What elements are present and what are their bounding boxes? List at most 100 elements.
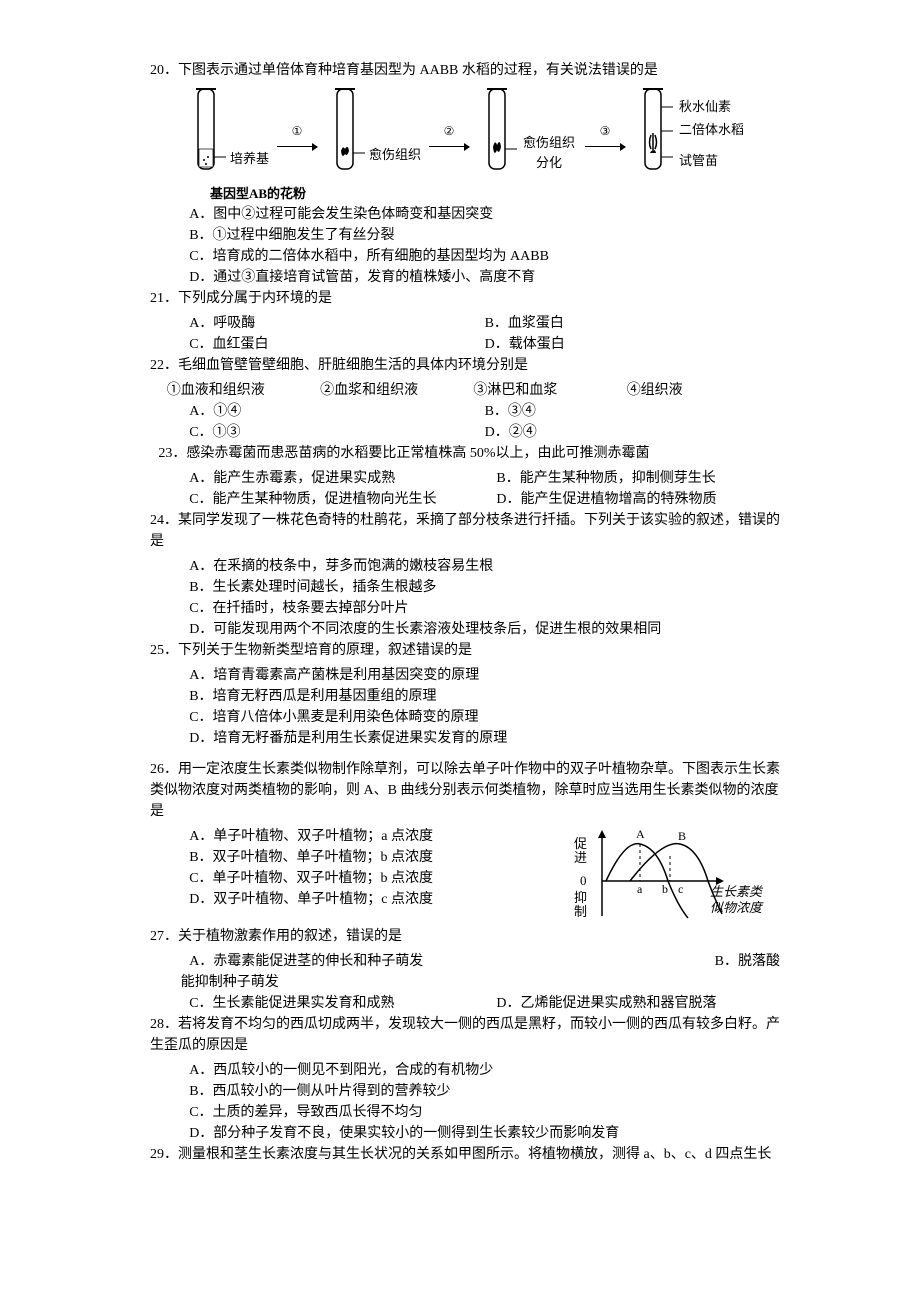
svg-text:制: 制 [574, 904, 587, 919]
curve-A-label: A [636, 827, 645, 841]
q22-C[interactable]: C．①③ [189, 422, 484, 443]
q20: 20．下图表示通过单倍体育种培育基因型为 AABB 水稻的过程，有关说法错误的是 [150, 60, 780, 81]
q23-B[interactable]: B．能产生某种物质，抑制侧芽生长 [496, 468, 780, 489]
q27-opts: A．赤霉素能促进茎的伸长和种子萌发 B．脱落酸 能抑制种子萌发 C．生长素能促进… [150, 951, 780, 1014]
q29-num: 29． [150, 1147, 178, 1162]
q22-num: 22． [150, 358, 178, 373]
arrow2-label: ② [444, 122, 455, 140]
q28: 28．若将发育不均匀的西瓜切成两半，发现较大一侧的西瓜是黑籽，而较小一侧的西瓜有… [150, 1014, 780, 1056]
arrow-3: ③ [585, 122, 625, 147]
q22-item2: ②血浆和组织液 [320, 380, 473, 401]
ylab-top: 促 [574, 836, 587, 851]
q26-chart-svg: 促 进 0 抑 制 A B a b c 生长素类 似物浓度 [570, 826, 780, 926]
arrow3-label: ③ [600, 122, 611, 140]
tube-icon [325, 87, 365, 182]
q28-A[interactable]: A．西瓜较小的一侧见不到阳光，合成的有机物少 [189, 1060, 780, 1081]
q28-num: 28． [150, 1017, 178, 1032]
xlab1: 生长素类 [710, 884, 764, 899]
q23-num: 23． [158, 446, 186, 461]
q23-D[interactable]: D．能产生促进植物增高的特殊物质 [496, 489, 780, 510]
label-qss: 秋水仙素 [679, 99, 744, 116]
label-diploid: 二倍体水稻 [679, 122, 744, 139]
q25-B[interactable]: B．培育无籽西瓜是利用基因重组的原理 [189, 686, 780, 707]
q28-C[interactable]: C．土质的差异，导致西瓜长得不均匀 [189, 1102, 780, 1123]
q23-opts: A．能产生赤霉素，促进果实成熟 B．能产生某种物质，抑制侧芽生长 C．能产生某种… [150, 468, 780, 510]
tube-1 [186, 87, 226, 182]
q26: 26．用一定浓度生长素类似物制作除草剂，可以除去单子叶作物中的双子叶植物杂草。下… [150, 759, 780, 822]
q27-text: 关于植物激素作用的叙述，错误的是 [178, 929, 402, 944]
q20-D[interactable]: D．通过③直接培育试管苗，发育的植株矮小、高度不育 [189, 267, 780, 288]
q21-opts: A．呼吸酶 B．血浆蛋白 C．血红蛋白 D．载体蛋白 [150, 313, 780, 355]
q22-item1: ①血液和组织液 [167, 380, 320, 401]
q20-opts: A．图中②过程可能会发生染色体畸变和基因突变 B．①过程中细胞发生了有丝分裂 C… [150, 204, 780, 288]
q24-B[interactable]: B．生长素处理时间越长，插条生根越多 [189, 577, 780, 598]
q27-A[interactable]: A．赤霉素能促进茎的伸长和种子萌发 [150, 951, 715, 972]
tube4-label: 试管苗 [679, 153, 744, 170]
svg-text:进: 进 [574, 850, 587, 865]
q27-C[interactable]: C．生长素能促进果实发育和成熟 [189, 993, 496, 1014]
q21: 21．下列成分属于内环境的是 [150, 288, 780, 309]
q21-C[interactable]: C．血红蛋白 [189, 334, 484, 355]
q25-A[interactable]: A．培育青霉素高产菌株是利用基因突变的原理 [189, 665, 780, 686]
q21-B[interactable]: B．血浆蛋白 [485, 313, 780, 334]
q25-opts: A．培育青霉素高产菌株是利用基因突变的原理 B．培育无籽西瓜是利用基因重组的原理… [150, 665, 780, 749]
q23-C[interactable]: C．能产生某种物质，促进植物向光生长 [189, 489, 496, 510]
q20-C[interactable]: C．培育成的二倍体水稻中，所有细胞的基因型均为 AABB [189, 246, 780, 267]
q26-opts: A．单子叶植物、双子叶植物；a 点浓度 B．双子叶植物、单子叶植物；b 点浓度 … [150, 826, 570, 926]
q21-A[interactable]: A．呼吸酶 [189, 313, 484, 334]
tube-icon [186, 87, 226, 182]
q25-D[interactable]: D．培育无籽番茄是利用生长素促进果实发育的原理 [189, 728, 780, 749]
q22: 22．毛细血管壁管壁细胞、肝脏细胞生活的具体内环境分别是 [150, 355, 780, 376]
q24-C[interactable]: C．在扦插时，枝条要去掉部分叶片 [189, 598, 780, 619]
q27-D[interactable]: D．乙烯能促进果实成熟和器官脱落 [496, 993, 780, 1014]
tube-2 [325, 87, 365, 182]
q24-D[interactable]: D．可能发现用两个不同浓度的生长素溶液处理枝条后，促进生根的效果相同 [189, 619, 780, 640]
q27-Bsub[interactable]: 能抑制种子萌发 [150, 972, 780, 993]
ylab-bot: 抑 [574, 890, 587, 905]
tick-b: b [662, 882, 668, 896]
arrow-2: ② [429, 122, 469, 147]
q21-text: 下列成分属于内环境的是 [178, 291, 332, 306]
q26-C[interactable]: C．单子叶植物、双子叶植物；b 点浓度 [189, 868, 570, 889]
tick-a: a [637, 882, 643, 896]
q25: 25．下列关于生物新类型培育的原理，叙述错误的是 [150, 640, 780, 661]
tube-icon [633, 87, 673, 182]
q28-B[interactable]: B．西瓜较小的一侧从叶片得到的营养较少 [189, 1081, 780, 1102]
tube3-label: 愈伤组织分化 [521, 133, 577, 172]
q22-B[interactable]: B．③④ [485, 401, 780, 422]
q25-text: 下列关于生物新类型培育的原理，叙述错误的是 [178, 643, 472, 658]
tube-icon [477, 87, 517, 182]
q28-D[interactable]: D．部分种子发育不良，使果实较小的一侧得到生长素较少而影响发育 [189, 1123, 780, 1144]
tube1-label: 培养基 [230, 149, 269, 169]
q24-text: 某同学发现了一株花色奇特的杜鹃花，釆摘了部分枝条进行扦插。下列关于该实验的叙述，… [150, 513, 780, 549]
q26-chart: 促 进 0 抑 制 A B a b c 生长素类 似物浓度 [570, 826, 780, 926]
q24-num: 24． [150, 513, 178, 528]
q20-B[interactable]: B．①过程中细胞发生了有丝分裂 [189, 225, 780, 246]
q22-items: ①血液和组织液 ②血浆和组织液 ③淋巴和血浆 ④组织液 [150, 380, 780, 401]
q26-B[interactable]: B．双子叶植物、单子叶植物；b 点浓度 [189, 847, 570, 868]
q26-D[interactable]: D．双子叶植物、单子叶植物；c 点浓度 [189, 889, 570, 910]
ylab-zero: 0 [580, 873, 587, 888]
q25-num: 25． [150, 643, 178, 658]
q25-C[interactable]: C．培育八倍体小黑麦是利用染色体畸变的原理 [189, 707, 780, 728]
tick-c: c [678, 882, 683, 896]
q26-text: 用一定浓度生长素类似物制作除草剂，可以除去单子叶作物中的双子叶植物杂草。下图表示… [150, 762, 780, 819]
q22-A[interactable]: A．①④ [189, 401, 484, 422]
q20-diagram: 培养基 ① 愈伤组织 ② 愈伤组织分化 ③ [150, 87, 780, 182]
q22-D[interactable]: D．②④ [485, 422, 780, 443]
q27-num: 27． [150, 929, 178, 944]
q24-A[interactable]: A．在釆摘的枝条中，芽多而饱满的嫩枝容易生根 [189, 556, 780, 577]
q23-A[interactable]: A．能产生赤霉素，促进果实成熟 [189, 468, 496, 489]
q28-opts: A．西瓜较小的一侧见不到阳光，合成的有机物少 B．西瓜较小的一侧从叶片得到的营养… [150, 1060, 780, 1144]
q26-A[interactable]: A．单子叶植物、双子叶植物；a 点浓度 [189, 826, 570, 847]
q20-text: 下图表示通过单倍体育种培育基因型为 AABB 水稻的过程，有关说法错误的是 [178, 63, 658, 78]
q29-text: 测量根和茎生长素浓度与其生长状况的关系如甲图所示。将植物横放，测得 a、b、c、… [178, 1147, 771, 1162]
q20-A[interactable]: A．图中②过程可能会发生染色体畸变和基因突变 [189, 204, 780, 225]
tube-3 [477, 87, 517, 182]
q23: 23．感染赤霉菌而患恶苗病的水稻要比正常植株高 50%以上，由此可推测赤霉菌 [150, 443, 780, 464]
tube2-label: 愈伤组织 [369, 145, 421, 165]
q22-opts: A．①④ B．③④ C．①③ D．②④ [150, 401, 780, 443]
arrow-icon [429, 146, 469, 147]
q21-D[interactable]: D．载体蛋白 [485, 334, 780, 355]
q27-Btail[interactable]: B．脱落酸 [715, 951, 780, 972]
